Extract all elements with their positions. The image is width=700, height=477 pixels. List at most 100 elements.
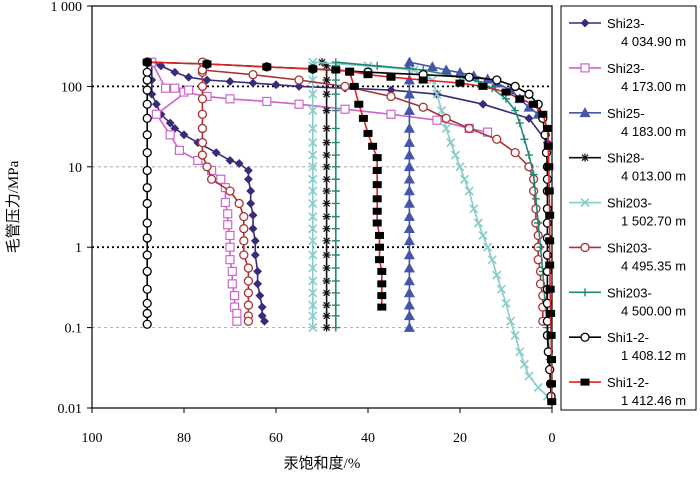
data-point: [426, 61, 438, 72]
data-point: [239, 236, 249, 246]
data-point: [165, 118, 175, 128]
data-point: [322, 106, 331, 115]
data-point: [340, 104, 350, 114]
data-point: [248, 70, 258, 80]
data-point: [308, 288, 318, 298]
data-point: [239, 224, 249, 234]
data-point: [322, 264, 331, 273]
data-point: [225, 77, 235, 86]
data-point: [142, 85, 152, 95]
legend-item: Shi1-2- 1 412.46 m: [569, 375, 686, 408]
data-point: [409, 65, 419, 75]
data-point: [179, 130, 189, 140]
data-point: [225, 156, 235, 165]
data-point: [322, 288, 331, 297]
data-point: [322, 162, 331, 171]
data-point: [308, 198, 318, 209]
legend-item: Shi1-2- 1 408.12 m: [569, 330, 686, 363]
data-point: [375, 243, 384, 251]
data-point: [220, 197, 230, 208]
data-point: [372, 207, 382, 215]
data-point: [543, 347, 553, 357]
data-point: [331, 187, 340, 196]
data-point: [464, 123, 474, 134]
data-point: [403, 262, 415, 273]
data-point: [331, 175, 340, 184]
data-point: [506, 316, 516, 326]
legend-label-depth: 4 173.00 m: [621, 79, 686, 94]
data-point: [345, 68, 355, 76]
data-point: [142, 298, 152, 309]
data-point: [262, 96, 272, 107]
data-point: [197, 65, 208, 75]
data-point: [331, 124, 340, 133]
data-point: [322, 61, 331, 70]
data-point: [248, 224, 258, 234]
data-point: [142, 319, 152, 329]
data-point: [418, 102, 428, 112]
series-3: [403, 56, 544, 332]
data-point: [524, 89, 534, 99]
data-point: [386, 73, 396, 81]
data-point: [322, 212, 331, 221]
data-point: [372, 195, 382, 203]
data-point: [193, 155, 203, 166]
data-point: [580, 378, 590, 386]
data-point: [322, 138, 331, 147]
data-point: [377, 280, 387, 288]
data-point: [403, 275, 415, 286]
data-point: [331, 66, 341, 74]
legend-label-depth: 4 500.00 m: [621, 303, 686, 318]
data-point: [262, 63, 272, 71]
data-point: [142, 284, 152, 294]
data-point: [142, 266, 152, 277]
data-point: [403, 88, 415, 99]
data-point: [403, 321, 415, 332]
data-point: [331, 199, 340, 208]
data-point: [225, 186, 235, 196]
data-point: [510, 147, 520, 158]
series-6: [197, 57, 548, 326]
data-point: [322, 250, 331, 259]
data-point: [546, 331, 556, 339]
data-point: [403, 197, 415, 208]
data-point: [184, 85, 194, 95]
data-point: [142, 218, 152, 228]
data-point: [308, 263, 318, 273]
x-tick-label: 80: [177, 431, 191, 446]
data-point: [197, 123, 208, 134]
data-point: [545, 364, 555, 375]
data-point: [308, 57, 318, 67]
data-point: [142, 308, 152, 319]
data-point: [142, 198, 152, 209]
data-point: [368, 142, 378, 150]
data-point: [331, 212, 340, 221]
data-point: [223, 220, 233, 230]
data-point: [377, 292, 387, 300]
data-point: [234, 159, 244, 168]
data-point: [373, 61, 382, 70]
data-point: [142, 147, 152, 158]
data-point: [243, 174, 253, 184]
data-point: [528, 186, 539, 196]
legend-label: Shi25-: [607, 106, 645, 121]
legend-label-depth: 1 502.70 m: [621, 214, 686, 229]
data-point: [331, 138, 340, 147]
legend-label: Shi203-: [607, 285, 652, 300]
data-point: [257, 302, 267, 312]
data-point: [533, 382, 543, 393]
data-point: [492, 134, 502, 144]
data-point: [294, 99, 304, 109]
data-point: [250, 236, 260, 246]
data-point: [331, 151, 340, 160]
x-tick-label: 60: [269, 431, 283, 446]
data-point: [581, 288, 589, 297]
x-tick-label: 100: [82, 431, 103, 446]
plot-frame: [91, 5, 553, 409]
data-point: [232, 308, 242, 319]
data-point: [165, 130, 175, 140]
legend-label: Shi203-: [607, 196, 652, 211]
data-point: [372, 154, 382, 162]
data-point: [331, 250, 340, 259]
data-point: [331, 90, 340, 99]
